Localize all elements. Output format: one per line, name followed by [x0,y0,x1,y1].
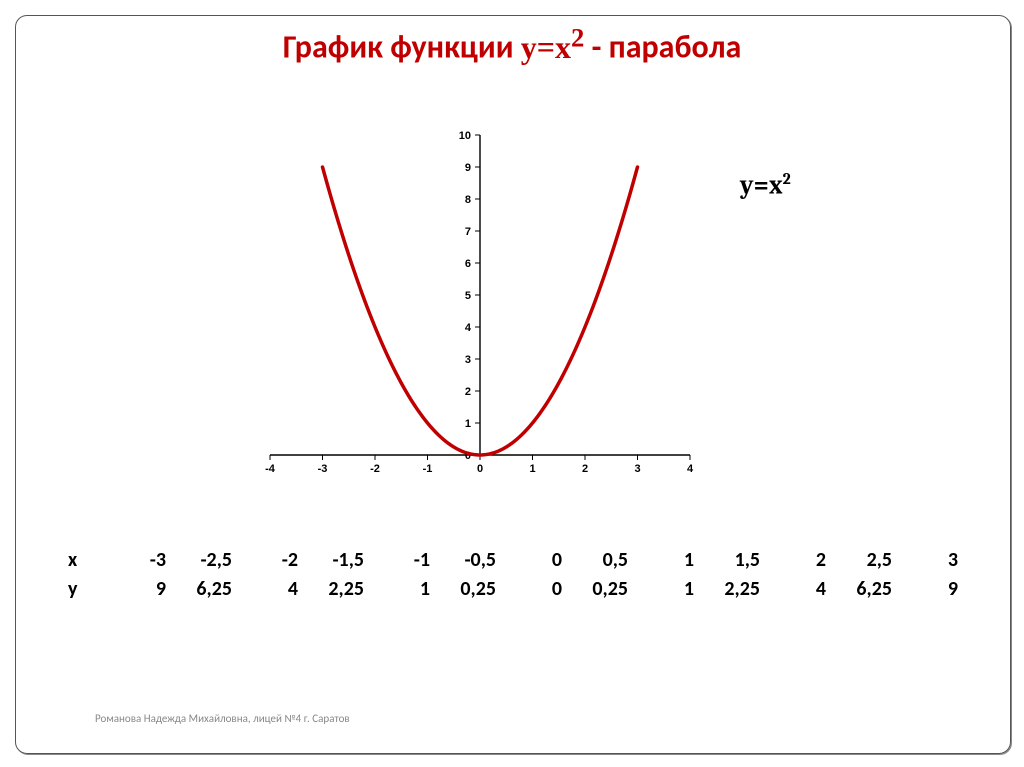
table-cell: -0,5 [438,547,502,574]
table-cell: 9 [108,576,172,603]
table-cell: 0,25 [570,576,634,603]
table-cell: 1 [636,547,700,574]
table-cell: 1 [372,576,436,603]
title-suffix: - парабола [584,28,741,67]
table-cell: 2,25 [306,576,370,603]
table-row-label: y [62,576,106,603]
svg-text:8: 8 [465,194,471,206]
title-prefix: График функции [283,28,521,67]
chart-svg: -4-3-2-101234012345678910 [230,110,730,480]
svg-text:5: 5 [465,290,471,302]
table-cell: 2 [768,547,832,574]
table-cell: 0 [504,547,568,574]
svg-text:2: 2 [582,463,588,475]
table-cell: -1,5 [306,547,370,574]
table-cell: 2,25 [702,576,766,603]
table-cell: 1 [636,576,700,603]
svg-text:1: 1 [465,418,471,430]
table-cell: 0 [504,576,568,603]
svg-text:-1: -1 [423,463,433,475]
svg-text:4: 4 [465,322,472,334]
table-cell: 9 [900,576,964,603]
svg-text:-3: -3 [318,463,328,475]
svg-text:-2: -2 [370,463,380,475]
table-cell: 0,5 [570,547,634,574]
table-cell: 0,25 [438,576,502,603]
table-cell: 6,25 [834,576,898,603]
slide-title: График функции y=x2 - парабола [0,22,1024,67]
footer-credit: Романова Надежда Михайловна, лицей №4 г.… [95,712,350,725]
table-row-label: x [62,547,106,574]
table-cell: -3 [108,547,172,574]
svg-text:10: 10 [459,130,471,142]
svg-text:7: 7 [465,226,471,238]
table-cell: 2,5 [834,547,898,574]
table-row: x-3-2,5-2-1,5-1-0,500,511,522,53 [62,547,964,574]
table-cell: -2,5 [174,547,238,574]
table-cell: 6,25 [174,576,238,603]
table-row: y96,2542,2510,2500,2512,2546,259 [62,576,964,603]
svg-text:1: 1 [529,463,535,475]
table-cell: 3 [900,547,964,574]
table-cell: 4 [240,576,304,603]
svg-text:3: 3 [634,463,640,475]
table-cell: -2 [240,547,304,574]
title-fn: y=x2 [521,29,585,65]
values-table: x-3-2,5-2-1,5-1-0,500,511,522,53y96,2542… [60,545,966,605]
svg-text:-4: -4 [265,463,276,475]
svg-text:0: 0 [477,463,483,475]
svg-text:4: 4 [687,463,694,475]
parabola-chart: -4-3-2-101234012345678910 [230,110,730,480]
table-cell: 4 [768,576,832,603]
svg-text:2: 2 [465,386,471,398]
table-cell: -1 [372,547,436,574]
equation-label: y=x2 [740,170,791,201]
svg-text:3: 3 [465,354,471,366]
svg-text:9: 9 [465,162,471,174]
svg-text:6: 6 [465,258,471,270]
table-cell: 1,5 [702,547,766,574]
